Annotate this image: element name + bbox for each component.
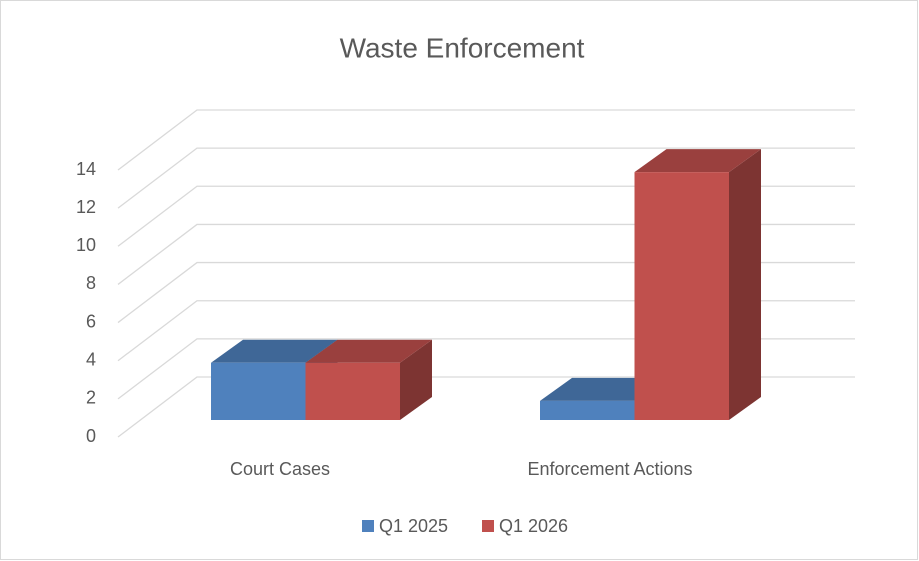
- y-tick-label: 0: [86, 426, 96, 446]
- y-tick-label: 2: [86, 388, 96, 408]
- bar-front: [211, 362, 306, 420]
- y-tick-label: 14: [76, 159, 96, 179]
- grid-line: [117, 147, 855, 209]
- bar-front: [540, 400, 635, 420]
- y-tick-label: 10: [76, 235, 96, 255]
- bar-top: [211, 339, 338, 363]
- y-tick-label: 8: [86, 273, 96, 293]
- bar: [634, 149, 761, 421]
- bar-top: [305, 339, 432, 363]
- bar-front: [305, 362, 400, 420]
- bar-side: [729, 149, 761, 421]
- legend-label: Q1 2026: [499, 516, 568, 536]
- bar: [305, 339, 432, 420]
- grid-line: [117, 109, 855, 171]
- legend-label: Q1 2025: [379, 516, 448, 536]
- y-tick-label: 6: [86, 311, 96, 331]
- y-tick-label: 4: [86, 349, 96, 369]
- y-tick-label: 12: [76, 197, 96, 217]
- bar-side: [400, 339, 432, 420]
- legend-swatch: [482, 520, 494, 532]
- x-tick-label: Court Cases: [230, 459, 330, 479]
- bar-front: [634, 172, 729, 420]
- bar-top: [634, 149, 761, 173]
- legend-swatch: [362, 520, 374, 532]
- x-tick-label: Enforcement Actions: [527, 459, 692, 479]
- chart-title: Waste Enforcement: [340, 32, 585, 63]
